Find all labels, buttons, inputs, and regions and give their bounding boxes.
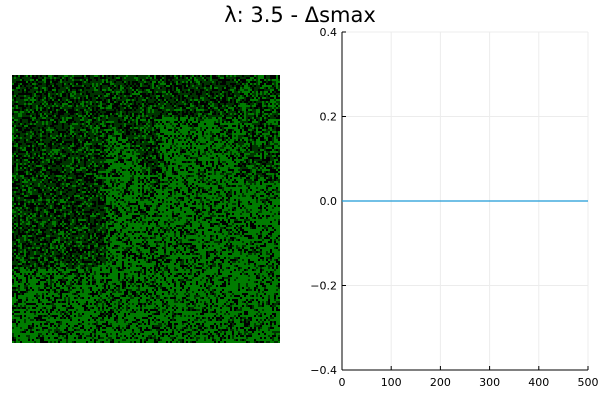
y-tick-label: −0.2 xyxy=(310,280,337,293)
x-tick-label: 300 xyxy=(479,376,500,389)
y-tick-label: −0.4 xyxy=(310,364,337,377)
y-tick-label: 0.0 xyxy=(320,195,338,208)
x-tick-label: 400 xyxy=(528,376,549,389)
chart-title: λ: 3.5 - Δsmax xyxy=(224,3,376,27)
ticks: 0 100 200 300 400 500 −0.4 −0.2 0.0 0.2 0.4 xyxy=(310,26,598,389)
x-tick-label: 0 xyxy=(339,376,346,389)
x-tick-label: 200 xyxy=(430,376,451,389)
y-tick-label: 0.4 xyxy=(320,26,338,39)
x-tick-label: 100 xyxy=(381,376,402,389)
x-tick-label: 500 xyxy=(578,376,599,389)
heatmap-grid xyxy=(12,75,280,343)
y-tick-label: 0.2 xyxy=(320,111,338,124)
